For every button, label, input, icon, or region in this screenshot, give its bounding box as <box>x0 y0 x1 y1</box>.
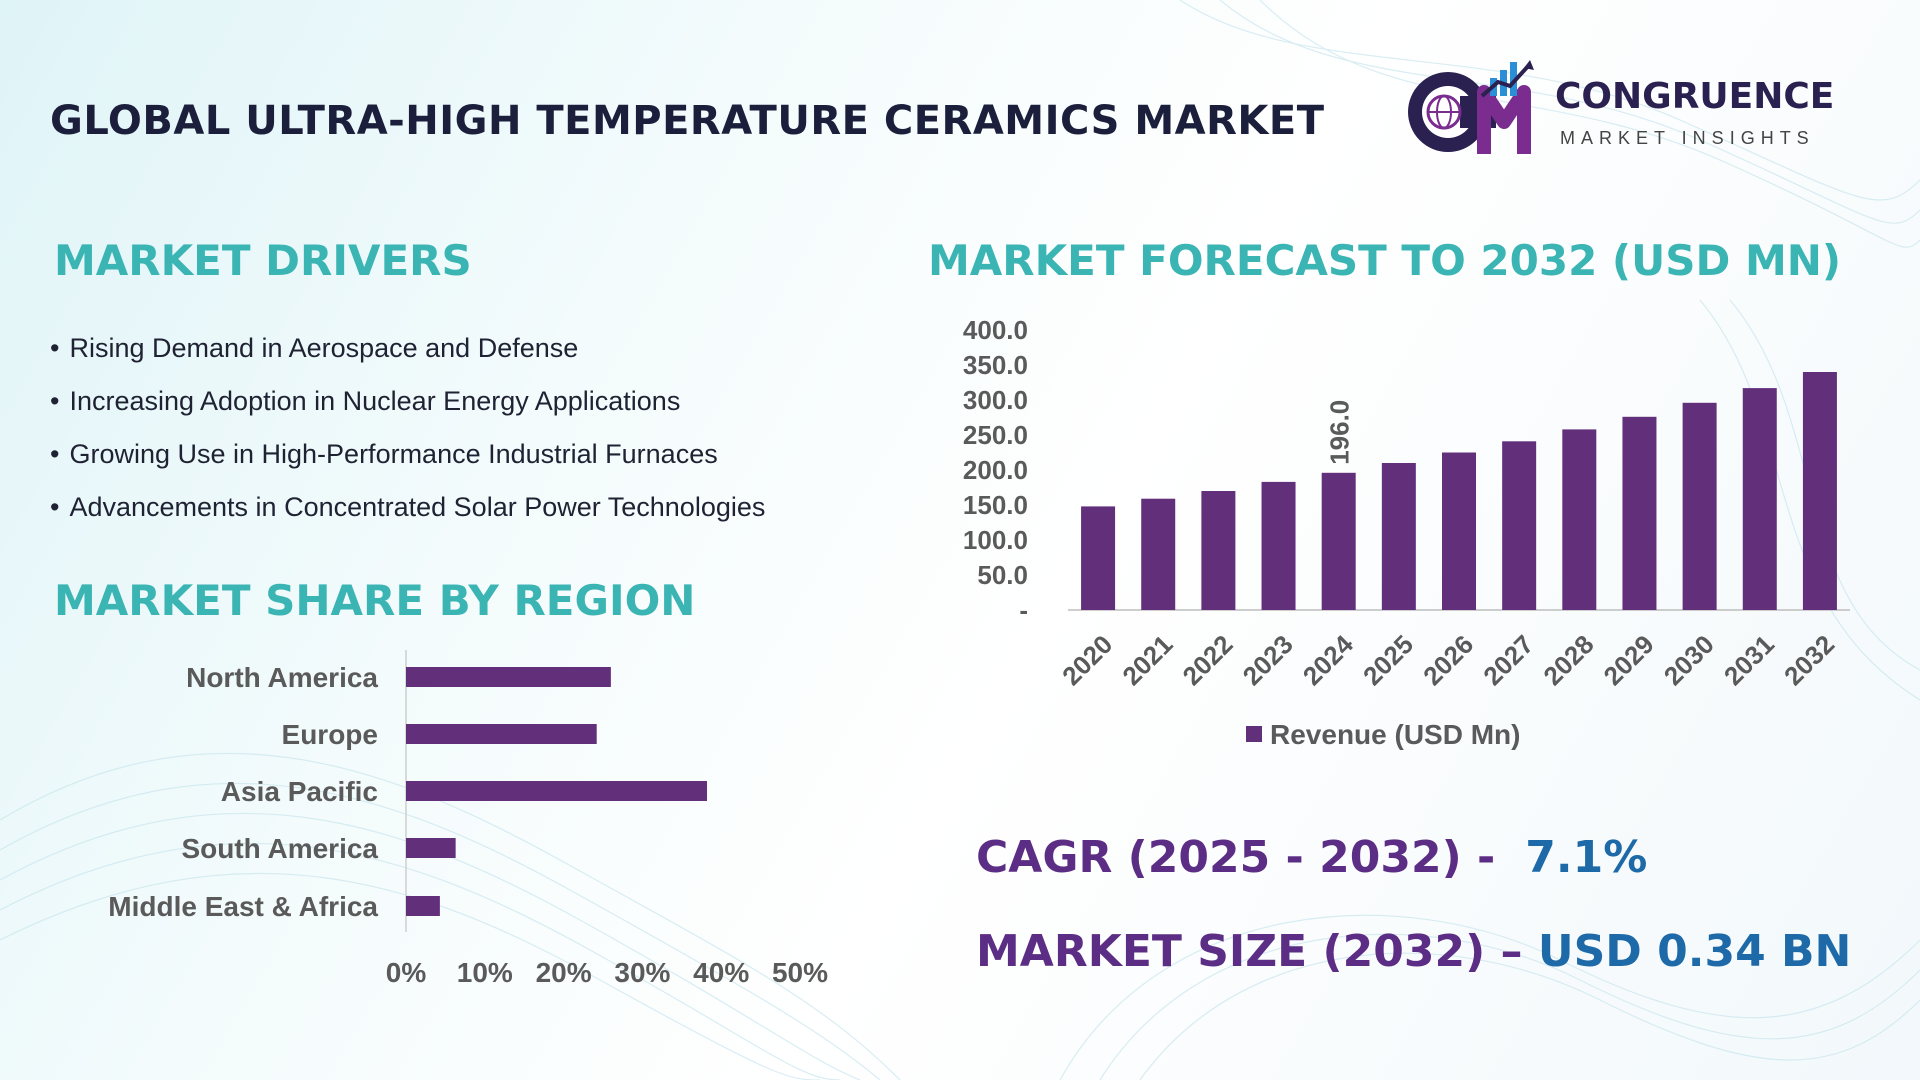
region-category-label: Asia Pacific <box>221 776 378 807</box>
market-size-label: MARKET SIZE (2032) – <box>976 926 1523 977</box>
driver-item: Rising Demand in Aerospace and Defense <box>50 322 765 375</box>
region-category-label: Europe <box>282 719 378 750</box>
logo-tagline: MARKET INSIGHTS <box>1560 128 1815 148</box>
driver-item: Increasing Adoption in Nuclear Energy Ap… <box>50 375 765 428</box>
forecast-y-tick-label: 200.0 <box>963 455 1028 485</box>
market-size-kpi: MARKET SIZE (2032) – USD 0.34 BN <box>976 926 1851 977</box>
region-category-label: Middle East & Africa <box>108 891 378 922</box>
market-forecast-title: MARKET FORECAST TO 2032 (USD MN) <box>928 236 1842 285</box>
page-title: GLOBAL ULTRA-HIGH TEMPERATURE CERAMICS M… <box>50 98 1325 144</box>
brand-logo: CONGRUENCE MARKET INSIGHTS <box>1400 56 1880 160</box>
driver-item: Growing Use in High-Performance Industri… <box>50 428 765 481</box>
forecast-bar-2021 <box>1141 498 1176 610</box>
region-bar <box>406 896 440 916</box>
region-bar <box>406 781 708 801</box>
forecast-y-tick-label: 50.0 <box>977 560 1028 590</box>
forecast-bar-2020 <box>1081 506 1116 610</box>
forecast-data-label: 196.0 <box>1325 400 1355 465</box>
region-bar <box>406 667 611 687</box>
forecast-bar-2032 <box>1802 372 1837 610</box>
legend-swatch <box>1246 726 1262 742</box>
forecast-y-tick-label: 400.0 <box>963 315 1028 345</box>
forecast-y-tick-label: 100.0 <box>963 525 1028 555</box>
driver-item: Advancements in Concentrated Solar Power… <box>50 481 765 534</box>
logo-brand-name: CONGRUENCE <box>1555 76 1835 117</box>
region-x-tick-label: 40% <box>693 957 749 988</box>
market-share-region-title: MARKET SHARE BY REGION <box>54 576 696 625</box>
market-drivers-title: MARKET DRIVERS <box>54 236 472 285</box>
region-x-tick-label: 0% <box>386 957 427 988</box>
cagr-value: 7.1% <box>1525 832 1648 883</box>
forecast-bar-2029 <box>1622 416 1657 610</box>
cagr-label: CAGR (2025 - 2032) - <box>976 832 1496 883</box>
forecast-bar-2031 <box>1742 388 1777 610</box>
legend-label: Revenue (USD Mn) <box>1270 719 1520 750</box>
market-size-value: USD 0.34 BN <box>1537 926 1852 977</box>
forecast-bar-2028 <box>1562 429 1597 610</box>
region-x-tick-label: 20% <box>536 957 592 988</box>
forecast-y-tick-label: 150.0 <box>963 490 1028 520</box>
region-category-label: South America <box>181 833 378 864</box>
forecast-bar-2025 <box>1381 463 1416 610</box>
region-x-tick-label: 10% <box>457 957 513 988</box>
region-x-tick-label: 30% <box>614 957 670 988</box>
market-drivers-list: Rising Demand in Aerospace and Defense I… <box>50 322 765 534</box>
globe-bar-chart-logo-icon <box>1408 60 1534 154</box>
forecast-bar-2024 <box>1321 472 1356 610</box>
region-x-tick-label: 50% <box>772 957 828 988</box>
region-category-label: North America <box>186 662 378 693</box>
forecast-y-tick-label: - <box>1019 595 1028 625</box>
forecast-bar-2026 <box>1442 452 1476 610</box>
forecast-bar-2023 <box>1261 481 1296 610</box>
forecast-y-tick-label: 300.0 <box>963 385 1028 415</box>
forecast-bar-2027 <box>1502 441 1537 610</box>
forecast-bar-2030 <box>1682 402 1717 610</box>
region-bar <box>406 724 597 744</box>
forecast-bar-2022 <box>1201 491 1236 610</box>
region-bar <box>406 838 456 858</box>
forecast-y-tick-label: 350.0 <box>963 350 1028 380</box>
cagr-kpi: CAGR (2025 - 2032) - 7.1% <box>976 832 1647 883</box>
forecast-y-tick-label: 250.0 <box>963 420 1028 450</box>
